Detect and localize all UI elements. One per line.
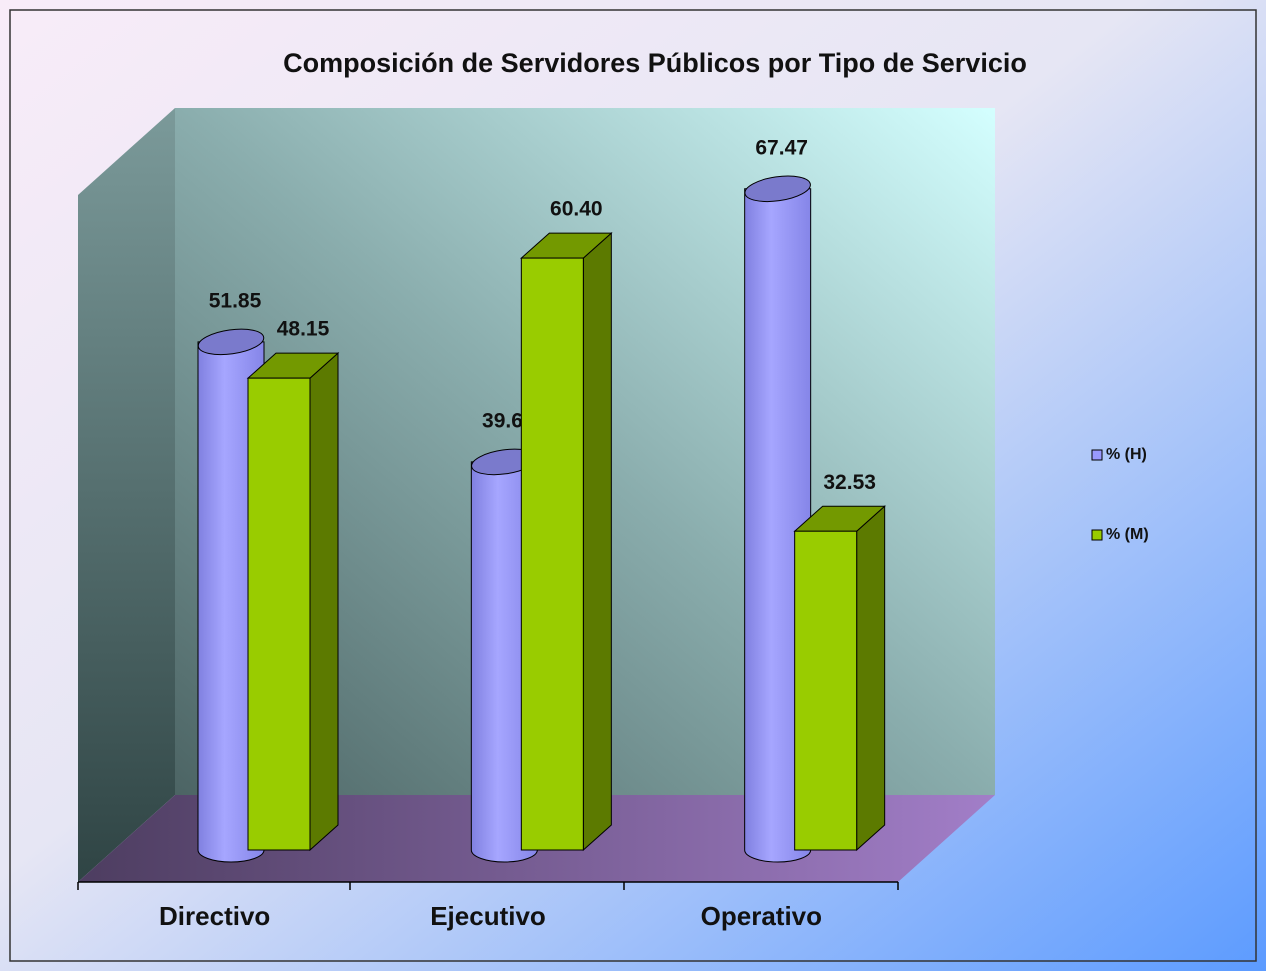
legend-swatch (1091, 529, 1103, 541)
x-tick-label: Ejecutivo (430, 901, 546, 931)
legend-swatch (1091, 449, 1103, 461)
data-label: 32.53 (823, 471, 876, 494)
x-tick-label: Directivo (159, 901, 270, 931)
chart-title: Composición de Servidores Públicos por T… (283, 48, 1027, 78)
data-label: 67.47 (755, 136, 808, 159)
left-wall (78, 108, 175, 882)
bar-cylinder (470, 461, 538, 863)
bar-side (582, 231, 612, 852)
frame (9, 9, 1257, 962)
bar-cylinder-top (197, 328, 265, 356)
bar-cylinder-top (744, 175, 811, 203)
bar (794, 530, 858, 851)
data-label: 48.15 (277, 318, 330, 341)
bar-side (856, 505, 886, 852)
bar (247, 377, 311, 851)
legend-label: % (H) (1106, 446, 1147, 463)
data-label: 60.40 (550, 198, 603, 221)
bar-side (309, 352, 339, 852)
x-axis (77, 881, 899, 890)
data-label: 51.85 (209, 289, 262, 312)
bar (520, 257, 584, 851)
legend-label: % (M) (1106, 526, 1149, 543)
x-tick-label: Operativo (701, 901, 822, 931)
